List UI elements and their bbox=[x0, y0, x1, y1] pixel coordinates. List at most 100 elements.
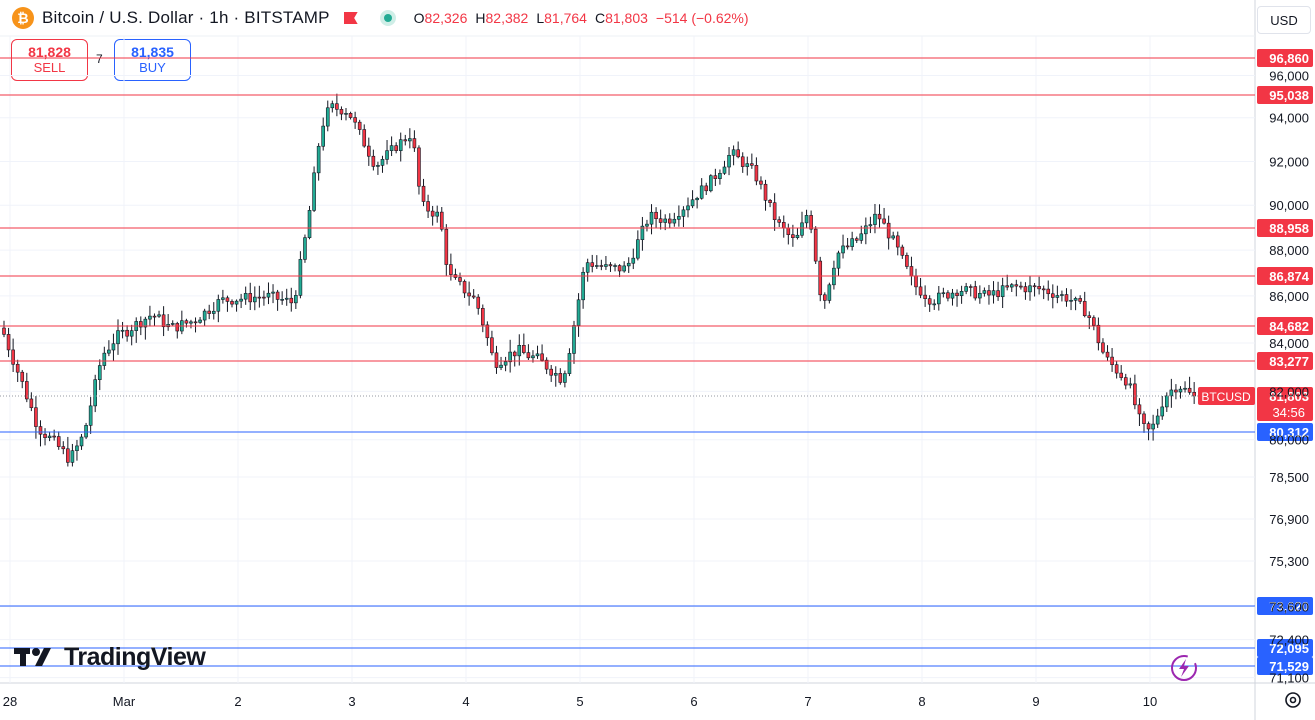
candle bbox=[56, 431, 61, 450]
candle bbox=[280, 291, 284, 305]
candle-body bbox=[959, 290, 964, 297]
candle bbox=[29, 392, 34, 412]
candle-body bbox=[1146, 423, 1151, 430]
buy-button[interactable]: 81,835 BUY bbox=[114, 39, 191, 81]
flag-icon[interactable] bbox=[343, 12, 358, 24]
candle bbox=[681, 206, 686, 228]
settings-icon[interactable] bbox=[1283, 690, 1303, 710]
level-label: 96,860 bbox=[1269, 51, 1309, 66]
candle-body bbox=[745, 163, 750, 167]
candle bbox=[654, 207, 658, 228]
candle bbox=[1023, 282, 1028, 300]
candle-body bbox=[964, 286, 968, 292]
candle bbox=[1178, 386, 1183, 399]
candle-body bbox=[1092, 317, 1096, 326]
candle-body bbox=[362, 129, 367, 147]
candle-body bbox=[435, 211, 440, 217]
x-tick-label: 4 bbox=[462, 694, 469, 709]
candle bbox=[932, 299, 937, 310]
candle bbox=[38, 420, 43, 447]
symbol-tag: BTCUSD bbox=[1201, 390, 1251, 404]
candle bbox=[289, 287, 294, 312]
candle bbox=[6, 327, 11, 358]
candle-body bbox=[804, 215, 809, 224]
candle bbox=[88, 397, 93, 434]
candle-body bbox=[535, 353, 540, 357]
x-tick-label: 5 bbox=[576, 694, 583, 709]
candle bbox=[266, 282, 271, 305]
candle bbox=[234, 299, 239, 312]
candle-body bbox=[321, 125, 326, 147]
candle-body bbox=[34, 407, 38, 427]
candle-body bbox=[139, 321, 143, 328]
candle-body bbox=[1073, 298, 1078, 301]
candle bbox=[936, 286, 941, 311]
candle bbox=[248, 282, 253, 311]
candle bbox=[900, 244, 905, 259]
candle bbox=[585, 258, 590, 282]
symbol-title[interactable]: Bitcoin / U.S. Dollar · 1h · BITSTAMP bbox=[42, 8, 330, 27]
y-tick-label: 86,000 bbox=[1269, 289, 1309, 304]
buy-label: BUY bbox=[139, 60, 166, 75]
candle bbox=[1046, 280, 1051, 301]
close-label: C bbox=[594, 10, 606, 26]
level-label: 95,038 bbox=[1269, 88, 1309, 103]
candle-body bbox=[750, 163, 754, 166]
candle-body bbox=[590, 262, 595, 267]
candle bbox=[1005, 274, 1010, 291]
candle bbox=[713, 168, 718, 186]
candle-body bbox=[759, 180, 763, 185]
candle-body bbox=[544, 359, 549, 370]
candle-body bbox=[800, 222, 804, 236]
candle-body bbox=[148, 315, 152, 320]
candle-body bbox=[97, 365, 102, 380]
candle bbox=[79, 434, 84, 450]
x-tick-label: 7 bbox=[804, 694, 811, 709]
candle-body bbox=[230, 301, 234, 305]
candle bbox=[941, 287, 946, 298]
level-label-bg bbox=[1257, 219, 1313, 237]
ohlc-readout: O82,326 H82,382 L81,764 C81,803 −514 (−0… bbox=[414, 10, 749, 26]
candle-body bbox=[398, 139, 403, 151]
candle bbox=[471, 289, 476, 300]
candle-body bbox=[61, 446, 66, 450]
candle bbox=[982, 287, 987, 297]
candle bbox=[768, 198, 772, 208]
candle-body bbox=[722, 166, 727, 174]
candle-body bbox=[394, 145, 398, 151]
currency-select[interactable]: USD bbox=[1257, 6, 1311, 34]
candle bbox=[303, 234, 307, 263]
candle bbox=[987, 284, 991, 305]
candle bbox=[1169, 378, 1174, 408]
candle-body bbox=[2, 327, 6, 335]
candle-body bbox=[713, 175, 718, 179]
candle-body bbox=[143, 318, 148, 328]
candle-body bbox=[946, 292, 950, 299]
candle bbox=[1142, 411, 1146, 433]
candle bbox=[344, 108, 348, 121]
candle-body bbox=[458, 277, 462, 282]
candle bbox=[836, 250, 841, 276]
candle-body bbox=[325, 107, 330, 127]
candle-body bbox=[645, 223, 649, 227]
candle-body bbox=[84, 425, 88, 438]
sell-button[interactable]: 81,828 SELL bbox=[11, 39, 88, 81]
candle bbox=[70, 443, 75, 467]
lightning-icon[interactable] bbox=[1168, 652, 1200, 684]
candle-body bbox=[936, 292, 941, 305]
candle bbox=[636, 230, 640, 261]
candle-body bbox=[170, 323, 175, 325]
tradingview-logo[interactable]: TradingView bbox=[14, 642, 206, 672]
candle bbox=[891, 231, 896, 241]
candle-body bbox=[449, 264, 453, 275]
candle-body bbox=[777, 219, 782, 223]
level-label-bg bbox=[1257, 423, 1313, 441]
candle-body bbox=[508, 351, 512, 363]
candle bbox=[1028, 276, 1032, 301]
candle-body bbox=[968, 286, 973, 288]
candle bbox=[84, 422, 88, 440]
candle-body bbox=[271, 291, 275, 294]
candle-body bbox=[184, 320, 189, 324]
candle bbox=[412, 130, 417, 152]
